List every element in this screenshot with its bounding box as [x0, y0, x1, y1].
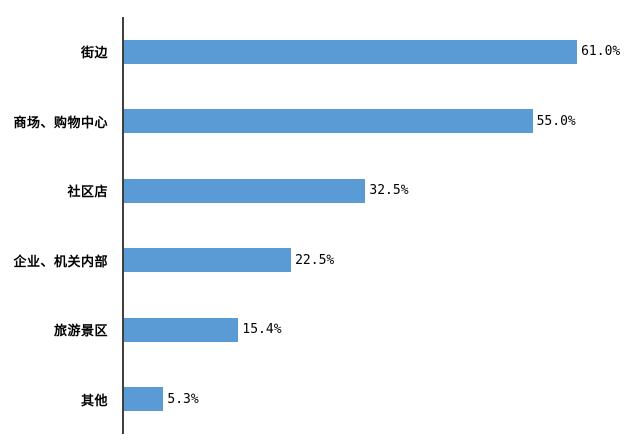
value-label: 55.0% [536, 113, 576, 129]
bar-row: 街边 61.0% [0, 17, 633, 87]
value-label: 15.4% [242, 322, 282, 338]
value-label: 22.5% [295, 252, 335, 268]
bar-wrap: 5.3% [124, 387, 199, 412]
value-label: 61.0% [581, 44, 621, 60]
category-label: 其他 [80, 393, 108, 409]
category-label: 街边 [80, 46, 108, 62]
bar [124, 39, 578, 64]
bar-wrap: 32.5% [124, 178, 409, 203]
bar-row: 旅游景区 15.4% [0, 295, 633, 365]
bar-row: 其他 5.3% [0, 365, 633, 435]
bar-wrap: 61.0% [124, 39, 621, 64]
category-label: 旅游景区 [53, 324, 108, 340]
bar [124, 109, 533, 134]
bar [124, 387, 164, 412]
category-label: 社区店 [67, 185, 108, 201]
bar-wrap: 22.5% [124, 248, 335, 273]
bar-row: 企业、机关内部 22.5% [0, 226, 633, 296]
bar [124, 178, 366, 203]
category-axis-line [122, 17, 124, 434]
value-label: 32.5% [369, 183, 409, 199]
category-label: 企业、机关内部 [13, 254, 108, 270]
category-label: 商场、购物中心 [13, 115, 108, 131]
bar [124, 317, 239, 342]
bar-wrap: 55.0% [124, 109, 576, 134]
bar-row: 社区店 32.5% [0, 156, 633, 226]
value-label: 5.3% [167, 391, 199, 407]
bar-row: 商场、购物中心 55.0% [0, 87, 633, 157]
bar [124, 248, 292, 273]
bar-wrap: 15.4% [124, 317, 282, 342]
